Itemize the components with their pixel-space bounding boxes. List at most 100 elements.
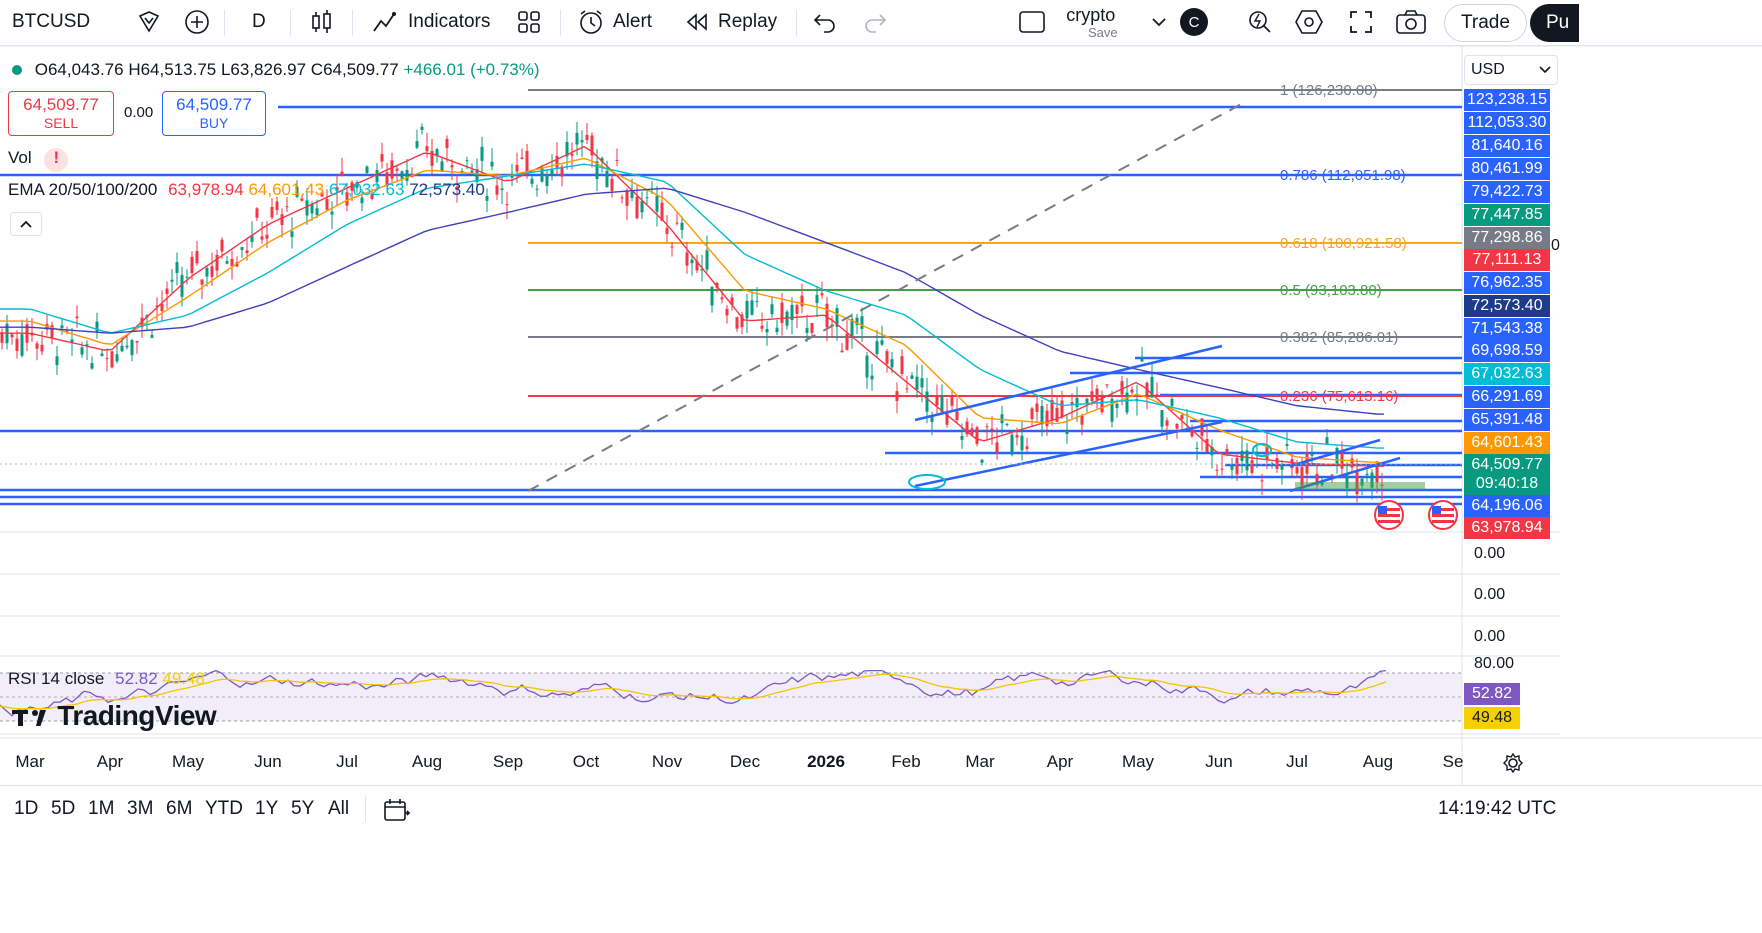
add-symbol-icon[interactable]: [184, 0, 210, 44]
settings-gear-icon[interactable]: [1294, 0, 1324, 44]
candle-body: [95, 321, 99, 332]
small-channel-top[interactable]: [1289, 438, 1381, 468]
publish-button[interactable]: Pu: [1530, 4, 1580, 42]
layout-square-icon[interactable]: [1018, 0, 1046, 44]
chevron-down-icon[interactable]: [1150, 0, 1168, 44]
redo-icon[interactable]: [862, 0, 888, 44]
ema-line-ema20[interactable]: [0, 145, 1385, 467]
candle-body: [1120, 381, 1124, 395]
candle-body: [550, 168, 554, 175]
templates-icon[interactable]: [516, 0, 542, 44]
channel-bottom-line[interactable]: [914, 420, 1223, 488]
utc-clock[interactable]: 14:19:42 UTC: [1438, 798, 1557, 819]
time-axis-label: May: [171, 752, 205, 771]
candle-body: [170, 279, 174, 282]
candle-body: [1230, 465, 1234, 470]
sell-button[interactable]: 64,509.77 SELL: [8, 91, 114, 136]
price-axis-label: 112,053.30: [1464, 112, 1550, 134]
candle-body: [800, 295, 804, 307]
ema-line-ema100[interactable]: [0, 163, 1385, 449]
replay-button[interactable]: Replay: [684, 0, 777, 44]
alert-button[interactable]: Alert: [577, 0, 652, 44]
fullscreen-icon[interactable]: [1348, 0, 1374, 44]
warning-icon[interactable]: !: [44, 148, 69, 172]
time-axis-label: Aug: [411, 752, 443, 771]
price-chart[interactable]: 1 (126,230.00) 0.786 (112,051.98) 0.618 (1…: [0, 46, 1762, 786]
buy-button[interactable]: 64,509.77 BUY: [162, 91, 266, 136]
economic-event-flag-icon[interactable]: [1428, 500, 1458, 530]
candle-body: [1100, 394, 1104, 413]
candle-body: [125, 345, 129, 348]
candle-body: [395, 168, 399, 171]
lightning-icon[interactable]: [1246, 0, 1274, 44]
green-zone[interactable]: [1295, 482, 1425, 490]
range-button-ytd[interactable]: YTD: [205, 798, 243, 819]
range-button-1m[interactable]: 1M: [88, 798, 115, 819]
currency-selector[interactable]: USD: [1464, 55, 1558, 85]
empty-pane-tick: 0.00: [1474, 545, 1506, 562]
candles-icon[interactable]: [310, 0, 334, 44]
range-button-5d[interactable]: 5D: [51, 798, 76, 819]
symbol-search[interactable]: BTCUSD: [12, 11, 91, 32]
candle-body: [520, 157, 524, 159]
time-axis-settings-icon[interactable]: [1502, 752, 1524, 779]
ema-line-ema50[interactable]: [0, 157, 1385, 464]
candle-body: [275, 201, 279, 211]
range-button-5y[interactable]: 5Y: [291, 798, 315, 819]
candle-body: [640, 201, 644, 213]
trade-button[interactable]: Trade: [1444, 4, 1527, 42]
price-axis-label: 63,978.94: [1464, 517, 1550, 539]
watchlist-add-icon[interactable]: [136, 0, 162, 44]
collapse-legend-button[interactable]: [10, 212, 42, 236]
candle-body: [120, 345, 124, 352]
economic-event-flag-icon[interactable]: [1374, 500, 1404, 530]
undo-icon[interactable]: [812, 0, 838, 44]
fibonacci-retracement[interactable]: 1 (126,230.00) 0.786 (112,051.98) 0.618 (1…: [0, 82, 1462, 405]
candle-body: [1065, 430, 1069, 434]
candle-body: [410, 175, 414, 178]
price-axis-label: 64,509.77: [1464, 454, 1550, 476]
candle-body: [930, 415, 934, 422]
layout-name-button[interactable]: crypto Save: [1066, 4, 1118, 40]
candle-body: [1085, 398, 1089, 404]
range-button-1d[interactable]: 1D: [14, 798, 39, 819]
date-range-calendar-icon[interactable]: [382, 796, 411, 829]
candle-body: [1285, 444, 1289, 446]
candle-body: [675, 222, 679, 224]
candle-body: [1015, 435, 1019, 438]
candle-body: [180, 275, 184, 297]
channel-top-line[interactable]: [914, 344, 1223, 422]
range-button-6m[interactable]: 6M: [166, 798, 193, 819]
candle-body: [890, 359, 894, 368]
candle-body: [365, 166, 369, 173]
rsi-ma-line[interactable]: [0, 673, 1387, 710]
candle-body: [1195, 447, 1199, 449]
candle-body: [1280, 465, 1284, 470]
candle-body: [185, 276, 189, 278]
range-button-all[interactable]: All: [328, 798, 350, 819]
layout-avatar[interactable]: C: [1180, 0, 1208, 44]
range-button-3m[interactable]: 3M: [127, 798, 154, 819]
interval-button[interactable]: D: [252, 11, 266, 32]
candle-body: [200, 279, 204, 285]
ema-line-ema200[interactable]: [0, 187, 1385, 415]
highlight-ellipse[interactable]: [908, 474, 946, 490]
alert-clock-icon: [580, 10, 602, 34]
candle-body: [380, 153, 384, 162]
candle-body: [855, 317, 859, 326]
rsi-legend[interactable]: RSI 14 close 52.82 49.48: [8, 669, 205, 688]
fib-trend-line[interactable]: [527, 101, 1246, 492]
highlight-ellipse-small[interactable]: [1252, 443, 1272, 457]
candle-body: [1225, 448, 1229, 454]
range-button-1y[interactable]: 1Y: [255, 798, 279, 819]
candle-body: [440, 161, 444, 172]
indicators-button[interactable]: Indicators: [372, 0, 490, 44]
candle-body: [420, 126, 424, 130]
candle-body: [1350, 458, 1354, 468]
candle-body: [875, 341, 879, 354]
volume-legend[interactable]: Vol !: [8, 148, 69, 172]
candle-body: [1105, 384, 1109, 386]
ema-legend[interactable]: EMA 20/50/100/200 63,978.94 64,601.43 67…: [8, 180, 485, 199]
candle-body: [885, 351, 889, 364]
camera-icon[interactable]: [1395, 0, 1427, 44]
